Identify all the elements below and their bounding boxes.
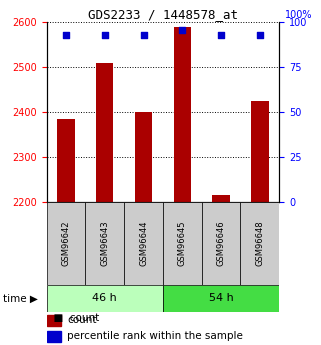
Bar (57, 119, 75, 202)
Text: GSM96642: GSM96642 (61, 220, 70, 266)
Bar (47, 331, 60, 342)
Text: GSM96646: GSM96646 (217, 220, 226, 266)
Bar (213, 195, 230, 202)
Bar (202, 202, 240, 285)
Text: 54 h: 54 h (209, 294, 233, 303)
Text: 100%: 100% (285, 10, 312, 20)
Text: GSM96643: GSM96643 (100, 220, 109, 266)
Text: percentile rank within the sample: percentile rank within the sample (67, 332, 243, 342)
Point (63, 32, 68, 38)
Bar (47, 315, 60, 326)
Bar (96, 63, 113, 202)
Bar (251, 101, 269, 202)
Text: count: count (67, 315, 97, 325)
Text: ■  count: ■ count (47, 313, 99, 323)
Text: GSM96648: GSM96648 (256, 220, 265, 266)
Bar (47, 285, 163, 312)
Title: GDS2233 / 1448578_at: GDS2233 / 1448578_at (88, 8, 238, 21)
Point (257, 32, 263, 38)
Bar (47, 202, 85, 285)
Bar (240, 202, 279, 285)
Point (102, 32, 107, 38)
Bar (85, 202, 124, 285)
Text: GSM96645: GSM96645 (178, 220, 187, 266)
Bar (124, 202, 163, 285)
Text: 46 h: 46 h (92, 294, 117, 303)
Bar (163, 285, 279, 312)
Point (219, 32, 224, 38)
Text: GSM96644: GSM96644 (139, 220, 148, 266)
Bar (163, 202, 202, 285)
Bar (135, 112, 152, 202)
Bar (174, 27, 191, 202)
Point (141, 32, 146, 38)
Point (180, 27, 185, 32)
Text: time ▶: time ▶ (3, 294, 38, 303)
